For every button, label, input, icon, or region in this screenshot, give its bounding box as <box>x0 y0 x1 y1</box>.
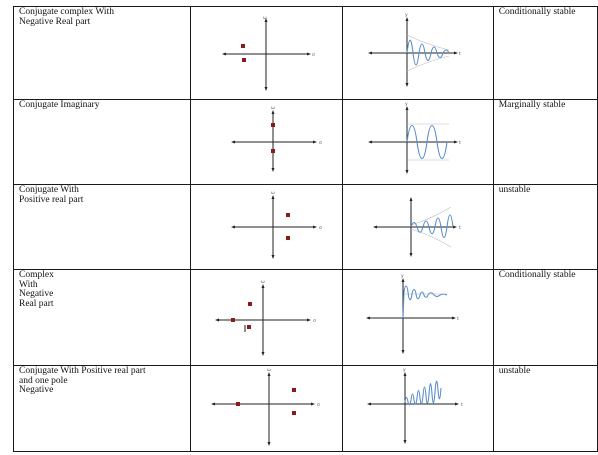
stability-cell: Marginally stable <box>492 99 598 185</box>
pole-marker <box>230 318 235 322</box>
time-response-plot: y t <box>367 13 461 87</box>
pole-marker <box>285 236 290 240</box>
svg-text:ω: ω <box>261 280 265 285</box>
sustained-oscillation-curve <box>406 124 448 160</box>
svg-text:t: t <box>459 140 461 146</box>
stability-cell: Conditionally stable <box>492 269 598 366</box>
svg-text:σ: σ <box>319 226 322 231</box>
s-plane-cell: ω σ <box>189 365 343 452</box>
pole-type-label: Conjugate Imaginary <box>19 100 100 110</box>
svg-text:σ: σ <box>313 319 316 324</box>
time-response-cell: t <box>341 184 494 270</box>
pole-marker <box>291 388 296 392</box>
stability-cell: unstable <box>492 184 598 270</box>
time-response-plot: y t <box>365 274 459 354</box>
time-response-plot: t <box>372 197 461 257</box>
pole-marker <box>285 213 290 217</box>
time-response-plot: y t <box>366 368 463 444</box>
pole-marker <box>270 123 275 127</box>
svg-text:t: t <box>459 51 461 57</box>
s-plane-diagram: ω σ <box>230 191 322 259</box>
time-response-cell: y t <box>341 269 494 366</box>
pole-marker <box>270 149 275 153</box>
pole-type-cell: Complex With Negative Real part <box>13 269 191 366</box>
growing-oscillation-curve <box>404 380 442 406</box>
svg-text:ω: ω <box>271 106 275 111</box>
damped-oscillation-curve <box>406 39 450 66</box>
pole-type-label: Conjugate complex With Negative Real par… <box>19 7 114 27</box>
stability-label: unstable <box>498 185 531 195</box>
pole-marker <box>235 402 240 406</box>
svg-text:t: t <box>457 316 459 322</box>
svg-text:y: y <box>405 102 408 107</box>
s-plane-cell: ω σ <box>189 99 343 185</box>
pole-type-cell: Conjugate With Positive real part and on… <box>13 365 191 452</box>
growing-oscillation-curve <box>410 214 454 239</box>
svg-text:ω: ω <box>267 368 271 373</box>
pole-marker <box>240 44 245 48</box>
table-row: Conjugate With Positive real part and on… <box>13 365 598 452</box>
s-plane-cell: ω σ <box>189 6 343 100</box>
s-plane-diagram: ω σ <box>214 280 316 356</box>
pole-type-label: Conjugate With Positive real part <box>19 185 84 205</box>
table-row: Conjugate Imaginary ω σ y t <box>13 99 598 185</box>
s-plane-cell: ω σ <box>189 184 343 270</box>
imag-axis-label: ω <box>263 16 267 21</box>
svg-text:σ: σ <box>319 141 322 146</box>
svg-text:y: y <box>401 274 404 279</box>
pole-type-cell: Conjugate complex With Negative Real par… <box>13 6 191 100</box>
time-response-cell: y t <box>341 99 494 185</box>
svg-text:σ: σ <box>317 403 320 408</box>
s-plane-diagram: ω σ <box>210 368 320 446</box>
svg-text:ω: ω <box>271 191 275 196</box>
real-axis-label: σ <box>312 53 315 58</box>
stability-cell: Conditionally stable <box>492 6 598 100</box>
table-row: Complex With Negative Real part ω σ <box>13 269 598 366</box>
table-row: Conjugate complex With Negative Real par… <box>13 6 598 100</box>
svg-text:y: y <box>405 13 408 18</box>
svg-text:y: y <box>403 368 406 373</box>
time-response-cell: y t <box>341 365 494 452</box>
pole-marker <box>291 411 296 415</box>
time-response-plot: y t <box>367 102 461 174</box>
stability-cell: unstable <box>492 365 598 452</box>
pole-type-label: Complex With Negative Real part <box>19 270 54 309</box>
pole-marker <box>241 58 246 62</box>
s-plane-diagram: ω σ <box>221 16 315 91</box>
svg-text:t: t <box>461 402 463 408</box>
s-plane-cell: ω σ <box>189 269 343 366</box>
stability-label: Conditionally stable <box>498 270 576 280</box>
table-row: Conjugate With Positive real part ω σ t <box>13 184 598 270</box>
svg-text:t: t <box>459 225 461 231</box>
pole-marker <box>247 302 252 306</box>
pole-type-cell: Conjugate With Positive real part <box>13 184 191 270</box>
stability-label: Marginally stable <box>498 100 566 110</box>
time-response-cell: y t <box>341 6 494 100</box>
pole-marker <box>246 325 251 329</box>
damped-step-response-curve <box>402 285 447 319</box>
s-plane-diagram: ω σ <box>230 106 322 172</box>
pole-stability-table: Conjugate complex With Negative Real par… <box>13 6 598 452</box>
pole-type-cell: Conjugate Imaginary <box>13 99 191 185</box>
pole-type-label: Conjugate With Positive real part and on… <box>19 366 146 396</box>
stability-label: Conditionally stable <box>498 7 576 17</box>
stability-label: unstable <box>498 366 531 376</box>
